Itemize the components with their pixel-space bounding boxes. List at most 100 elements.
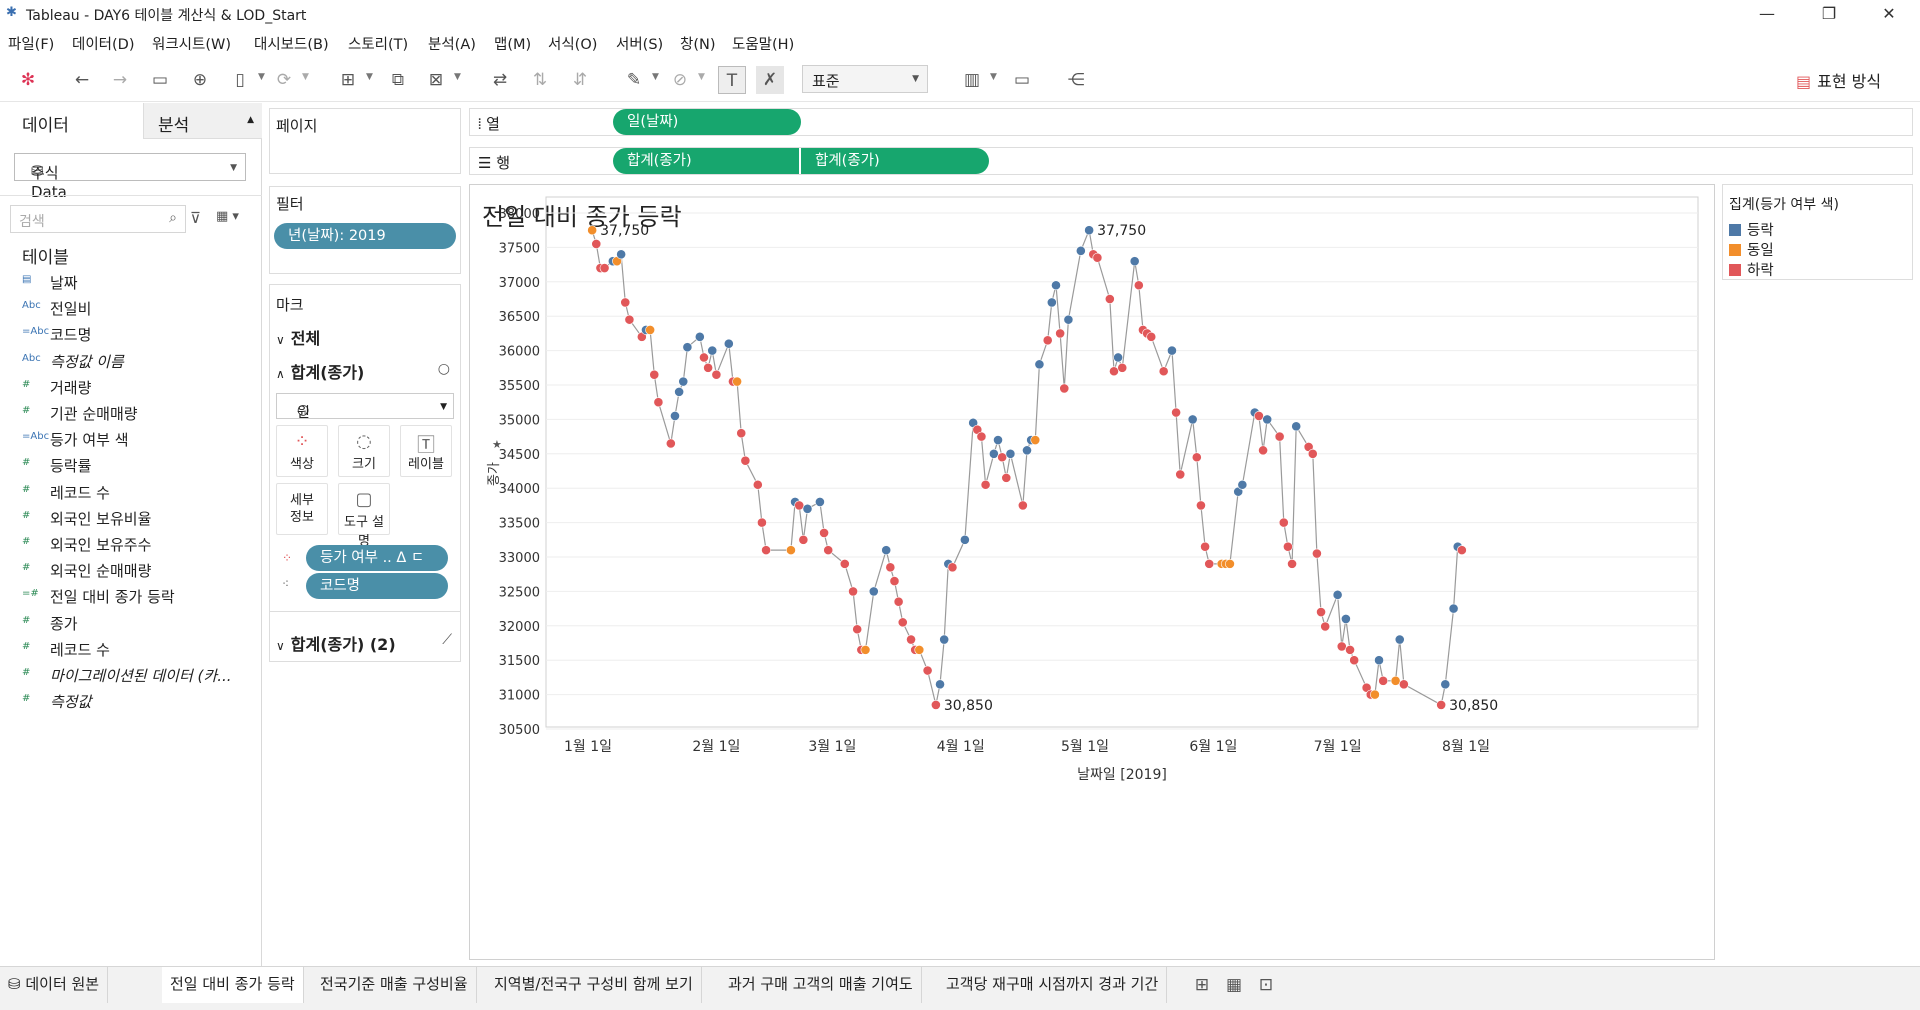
minimize-icon[interactable]: — bbox=[1759, 4, 1775, 23]
new-worksheet-icon[interactable]: ⊞ bbox=[340, 70, 356, 90]
new-datasource-icon[interactable]: ⊕ bbox=[192, 70, 208, 90]
field-item[interactable]: # 외국인 보유주수 bbox=[22, 533, 258, 555]
fix-axes-icon[interactable]: ✗ bbox=[756, 66, 784, 94]
marks-color-pill[interactable]: 등가 여부 .. Δ ㄷ bbox=[306, 545, 448, 571]
close-icon[interactable]: ✕ bbox=[1882, 4, 1896, 23]
field-item[interactable]: ▤ 날짜 bbox=[22, 271, 258, 293]
field-item[interactable]: Abc 측정값 이름 bbox=[22, 350, 258, 372]
legend-item-same[interactable]: 동일 bbox=[1729, 239, 1774, 260]
tab-analysis[interactable]: 분석 ▲ bbox=[144, 103, 262, 139]
detail-button[interactable]: 세부 정보 bbox=[276, 483, 328, 535]
menu-map[interactable]: 맵(M) bbox=[494, 37, 532, 53]
menu-story[interactable]: 스토리(T) bbox=[348, 37, 409, 53]
undo-icon[interactable]: ← bbox=[74, 70, 90, 90]
swap-rows-columns-icon[interactable]: ⇄ bbox=[492, 70, 508, 90]
sheet-tab-active[interactable]: 전일 대비 종가 등락 bbox=[162, 967, 304, 1003]
columns-shelf[interactable]: ⦙ 열 일(날짜) bbox=[469, 108, 1913, 136]
menu-server[interactable]: 서버(S) bbox=[616, 37, 664, 53]
menu-help[interactable]: 도움말(H) bbox=[732, 37, 795, 53]
search-input[interactable]: 검색 ⌕ bbox=[10, 205, 186, 233]
label-button[interactable]: 🅃 레이블 bbox=[400, 425, 452, 477]
field-item[interactable]: # 종가 bbox=[22, 612, 258, 634]
field-item[interactable]: # 측정값 bbox=[22, 690, 258, 712]
highlight-icon[interactable]: ✎ bbox=[626, 70, 642, 90]
save-icon[interactable]: ▭ bbox=[151, 70, 169, 90]
redo-icon[interactable]: → bbox=[112, 70, 128, 90]
field-item[interactable]: =Abc 코드명 bbox=[22, 323, 258, 345]
field-item[interactable]: # 레코드 수 bbox=[22, 638, 258, 660]
tooltip-button[interactable]: ▢ 도구 설명 bbox=[338, 483, 390, 549]
fit-select[interactable]: 표준 ▼ bbox=[802, 65, 928, 93]
group-icon[interactable]: ⊘ bbox=[672, 70, 688, 90]
new-dashboard-icon[interactable]: ▦ bbox=[1225, 975, 1243, 995]
tab-data[interactable]: 데이터 bbox=[0, 103, 144, 139]
refresh-icon[interactable]: ⟳ bbox=[276, 70, 292, 90]
pages-card[interactable]: 페이지 bbox=[269, 108, 461, 174]
chevron-down-icon[interactable]: ▼ bbox=[258, 72, 265, 82]
marks-second-row[interactable]: ∨ 합계(종가) (2) bbox=[276, 631, 396, 655]
tableau-home-icon[interactable]: ✻ bbox=[20, 70, 36, 90]
row-pill-close-1[interactable]: 합계(종가) bbox=[613, 148, 799, 174]
field-item[interactable]: =# 전일 대비 종가 등락 bbox=[22, 585, 258, 607]
row-pill-close-2[interactable]: 합계(종가) bbox=[801, 148, 989, 174]
tab-data-source[interactable]: ⛁ 데이터 원본 bbox=[0, 967, 109, 1003]
menu-window[interactable]: 창(N) bbox=[680, 37, 716, 53]
chevron-down-icon[interactable]: ▼ bbox=[698, 72, 705, 82]
sheet-tab[interactable]: 지역별/전국구 구성비 함께 보기 bbox=[486, 967, 702, 1003]
menu-analysis[interactable]: 분석(A) bbox=[428, 37, 476, 53]
presentation-icon[interactable]: ▥ bbox=[963, 70, 981, 90]
menu-worksheet[interactable]: 워크시트(W) bbox=[152, 37, 232, 53]
field-item[interactable]: # 외국인 순매매량 bbox=[22, 559, 258, 581]
filter-pill-year[interactable]: 년(날짜): 2019 bbox=[274, 223, 456, 249]
new-story-icon[interactable]: ⊡ bbox=[1258, 975, 1274, 995]
sheet-tab[interactable]: 과거 구매 고객의 매출 기여도 bbox=[720, 967, 922, 1003]
column-pill-day[interactable]: 일(날짜) bbox=[613, 109, 801, 135]
duplicate-icon[interactable]: ⧉ bbox=[391, 70, 405, 90]
field-item[interactable]: # 등락률 bbox=[22, 454, 258, 476]
marks-detail-pill[interactable]: 코드명 bbox=[306, 573, 448, 599]
field-item[interactable]: # 거래량 bbox=[22, 376, 258, 398]
device-preview-icon[interactable]: ▭ bbox=[1013, 70, 1031, 90]
menu-dashboard[interactable]: 대시보드(B) bbox=[254, 37, 329, 53]
field-item[interactable]: =Abc 등가 여부 색 bbox=[22, 428, 258, 450]
show-me-button[interactable]: ▤ 표현 방식 bbox=[1796, 68, 1881, 92]
color-button[interactable]: ⁘ 색상 bbox=[276, 425, 328, 477]
chevron-down-icon[interactable]: ▼ bbox=[366, 72, 373, 82]
menu-file[interactable]: 파일(F) bbox=[8, 37, 55, 53]
legend-item-down[interactable]: 하락 bbox=[1729, 259, 1774, 280]
show-labels-icon[interactable]: T bbox=[718, 66, 746, 94]
marks-measure-row[interactable]: ∧ 합계(종가) bbox=[276, 359, 364, 383]
marks-all-row[interactable]: ∨ 전체 bbox=[276, 325, 320, 349]
sort-ascending-icon[interactable]: ⇅ bbox=[532, 70, 548, 90]
restore-icon[interactable]: ❐ bbox=[1821, 4, 1837, 23]
field-item[interactable]: Abc 전일비 bbox=[22, 297, 258, 319]
new-worksheet-icon[interactable]: ⊞ bbox=[1194, 975, 1210, 995]
chevron-down-icon[interactable]: ▼ bbox=[302, 72, 309, 82]
rows-shelf[interactable]: ☰ 행 합계(종가) 합계(종가) bbox=[469, 147, 1913, 175]
field-item[interactable]: # 레코드 수 bbox=[22, 481, 258, 503]
legend-item-up[interactable]: 등락 bbox=[1729, 219, 1774, 240]
chevron-down-icon[interactable]: ▼ bbox=[990, 72, 997, 82]
sheet-tab[interactable]: 전국기준 매출 구성비율 bbox=[312, 967, 477, 1003]
chevron-down-icon[interactable]: ▼ bbox=[454, 72, 461, 82]
chart-view[interactable]: 전일 대비 종가 등락 30500 31000 31500 32000 32500 330… bbox=[469, 184, 1715, 960]
field-item[interactable]: # 마이그레이션된 데이터 (카... bbox=[22, 664, 258, 686]
sheet-tab[interactable]: 고객당 재구매 시점까지 경과 기간 bbox=[938, 967, 1168, 1003]
datasource-select[interactable]: ⛁ 주식Data ▼ bbox=[14, 153, 246, 201]
data-point bbox=[839, 558, 850, 569]
sort-descending-icon[interactable]: ⇵ bbox=[572, 70, 588, 90]
clear-sheet-icon[interactable]: ⊠ bbox=[428, 70, 444, 90]
field-item[interactable]: # 외국인 보유비율 bbox=[22, 507, 258, 529]
size-button[interactable]: ◌ 크기 bbox=[338, 425, 390, 477]
menu-data[interactable]: 데이터(D) bbox=[72, 37, 135, 53]
menu-format[interactable]: 서식(O) bbox=[548, 37, 598, 53]
pause-updates-icon[interactable]: ▯ bbox=[235, 70, 245, 90]
field-item[interactable]: # 기관 순매매량 bbox=[22, 402, 258, 424]
view-options-icon[interactable]: ▦ ▾ bbox=[216, 209, 239, 224]
filter-icon[interactable]: ⊽ bbox=[190, 209, 201, 227]
chart-svg[interactable]: 30500 31000 31500 32000 32500 33000 33500 34000… bbox=[470, 185, 1714, 959]
share-icon[interactable]: ⋲ bbox=[1067, 70, 1085, 90]
filters-card[interactable]: 필터 년(날짜): 2019 bbox=[269, 186, 461, 274]
mark-type-select[interactable]: ○ 원 ▼ bbox=[276, 393, 454, 421]
chevron-down-icon[interactable]: ▼ bbox=[652, 72, 659, 82]
